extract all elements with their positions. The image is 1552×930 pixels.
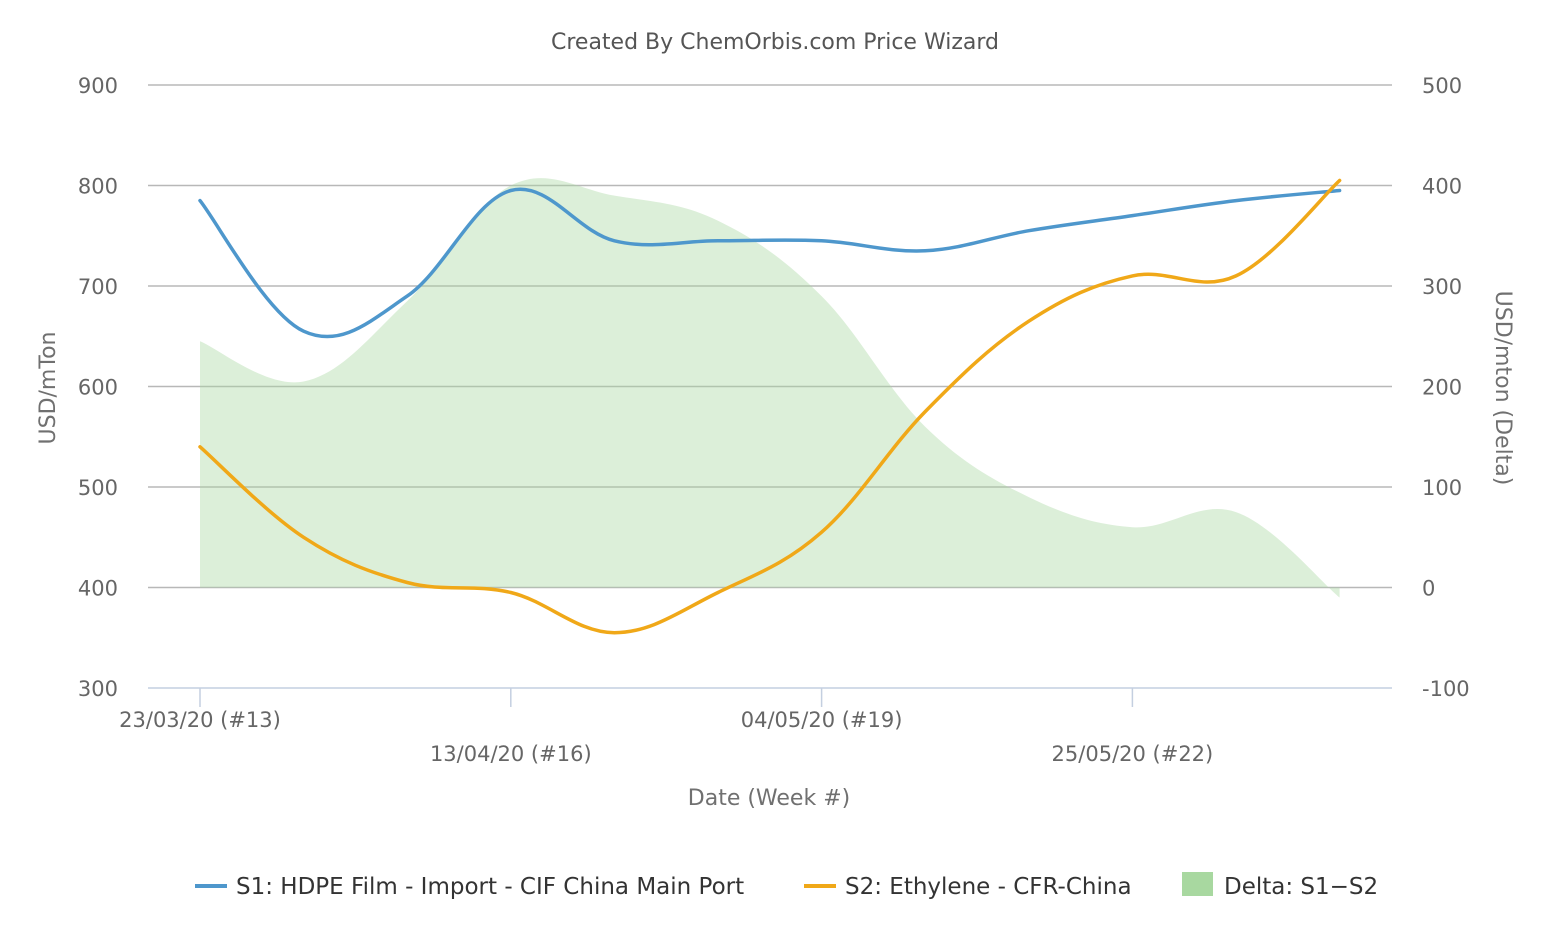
y-left-tick-label: 300 bbox=[78, 677, 118, 701]
legend-label-delta: Delta: S1−S2 bbox=[1224, 874, 1378, 900]
y-left-tick-label: 500 bbox=[78, 476, 118, 500]
y-left-tick-label: 600 bbox=[78, 376, 118, 400]
delta-area bbox=[200, 178, 1340, 598]
y-axis-left-title: USD/mTon bbox=[36, 332, 61, 445]
y-left-tick-label: 700 bbox=[78, 275, 118, 299]
y-left-tick-label: 800 bbox=[78, 175, 118, 199]
legend-item-delta[interactable]: Delta: S1−S2 bbox=[1182, 872, 1378, 900]
legend-label-s2: S2: Ethylene - CFR-China bbox=[845, 874, 1132, 900]
y-right-tick-label: -100 bbox=[1422, 677, 1470, 701]
chart-title: Created By ChemOrbis.com Price Wizard bbox=[551, 30, 999, 55]
y-left-tick-label: 400 bbox=[78, 577, 118, 601]
series-line-s1 bbox=[198, 187, 1342, 339]
y-right-tick-label: 100 bbox=[1422, 476, 1462, 500]
y-axis-right-ticks: 500 400 300 200 100 0 -100 bbox=[1422, 74, 1470, 701]
x-tick-label: 23/03/20 (#13) bbox=[119, 708, 281, 732]
y-left-tick-label: 900 bbox=[78, 74, 118, 98]
legend-swatch-delta bbox=[1182, 872, 1213, 896]
legend: S1: HDPE Film - Import - CIF China Main … bbox=[195, 872, 1378, 900]
x-tick-label: 13/04/20 (#16) bbox=[430, 742, 592, 766]
y-right-tick-label: 400 bbox=[1422, 175, 1462, 199]
y-right-tick-label: 200 bbox=[1422, 376, 1462, 400]
y-right-tick-label: 0 bbox=[1422, 577, 1435, 601]
y-axis-left-ticks: 900 800 700 600 500 400 300 bbox=[78, 74, 118, 701]
legend-item-s2[interactable]: S2: Ethylene - CFR-China bbox=[804, 874, 1132, 900]
y-right-tick-label: 300 bbox=[1422, 275, 1462, 299]
x-axis: 23/03/20 (#13) 13/04/20 (#16) 04/05/20 (#1… bbox=[119, 688, 1213, 766]
grid-lines bbox=[148, 84, 1392, 689]
x-axis-title: Date (Week #) bbox=[688, 786, 850, 811]
legend-label-s1: S1: HDPE Film - Import - CIF China Main … bbox=[236, 874, 744, 900]
legend-item-s1[interactable]: S1: HDPE Film - Import - CIF China Main … bbox=[195, 874, 744, 900]
y-axis-right-title: USD/mton (Delta) bbox=[1490, 291, 1515, 486]
delta-area-layer bbox=[200, 178, 1340, 598]
y-right-tick-label: 500 bbox=[1422, 74, 1462, 98]
series-lines-layer bbox=[198, 178, 1342, 635]
x-tick-label: 04/05/20 (#19) bbox=[741, 708, 903, 732]
x-tick-label: 25/05/20 (#22) bbox=[1052, 742, 1214, 766]
series-line-s2 bbox=[198, 178, 1342, 635]
